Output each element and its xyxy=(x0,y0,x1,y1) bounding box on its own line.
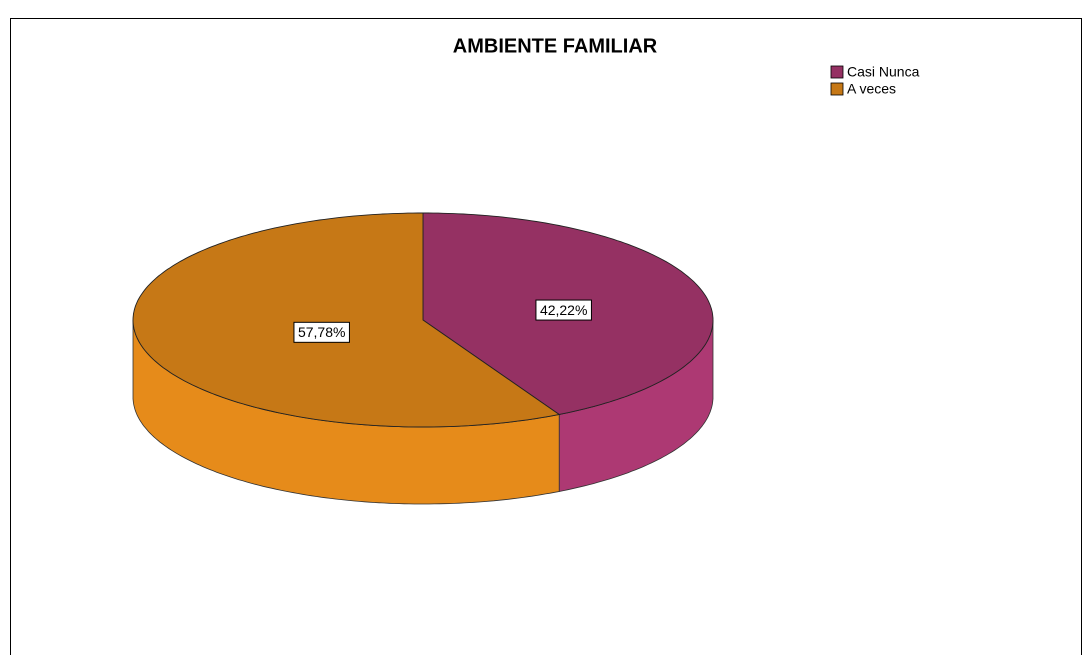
data-label-box xyxy=(535,299,592,321)
data-label-text: 42,22% xyxy=(540,302,587,318)
legend-swatch xyxy=(830,65,844,79)
legend-label: A veces xyxy=(847,81,896,97)
chart-title: AMBIENTE FAMILIAR xyxy=(453,35,658,57)
legend-label: Casi Nunca xyxy=(847,64,920,80)
pie-slice xyxy=(132,212,561,428)
legend-swatch xyxy=(830,82,844,96)
data-label-box xyxy=(293,321,350,343)
data-label: 57,78% xyxy=(293,321,350,343)
data-label-text: 57,78% xyxy=(298,324,345,340)
chart-frame xyxy=(10,18,1082,655)
data-label: 42,22% xyxy=(535,299,592,321)
